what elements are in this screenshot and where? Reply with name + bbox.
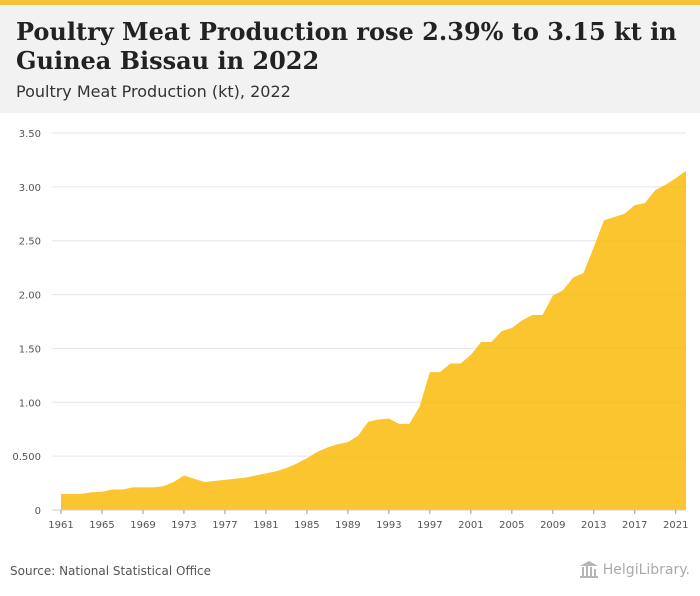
data-point [214,480,215,481]
area-chart: 0 0.500 1.00 1.50 2.00 2.50 3.00 3.50 1961 1965 19… [12,129,688,531]
data-point [409,423,410,424]
x-tick-label: 1981 [253,520,278,531]
data-point [286,467,287,468]
x-tick-label: 2013 [581,520,606,531]
x-tick-label: 2017 [622,520,647,531]
data-point [665,184,666,185]
data-point [388,418,389,419]
data-point [235,478,236,479]
data-point [532,315,533,316]
x-tick-label: 2021 [663,520,688,531]
data-point [440,372,441,373]
data-point [71,493,72,494]
brand-name: HelgiLibrary. [602,562,690,578]
data-point [552,295,553,296]
data-point [337,444,338,445]
data-point [358,435,359,436]
data-point [419,406,420,407]
series-area [61,170,686,510]
data-point [450,363,451,364]
x-tick-label: 2001 [458,520,483,531]
brand-logo[interactable]: HelgiLibrary. [579,560,690,580]
footer: Source: National Statistical Office Helg… [0,548,700,596]
data-point [317,451,318,452]
x-tick-label: 1989 [335,520,360,531]
data-point [276,471,277,472]
library-columns-icon [579,561,598,578]
data-point [183,475,184,476]
data-point [542,315,543,316]
data-point [429,372,430,373]
chart-title: Poultry Meat Production rose 2.39% to 3.… [16,17,677,75]
y-tick-label: 0.500 [12,452,41,463]
data-point [675,178,676,179]
x-tick-label: 1993 [376,520,401,531]
data-point [224,479,225,480]
x-tick-label: 1973 [171,520,196,531]
data-point [593,247,594,248]
data-point [604,220,605,221]
data-point [296,463,297,464]
y-tick-label: 2.50 [19,237,41,248]
data-point [583,273,584,274]
y-tick-label: 1.50 [19,344,41,355]
data-point [173,481,174,482]
chart-subtitle: Poultry Meat Production (kt), 2022 [16,82,291,101]
data-point [491,341,492,342]
data-point [245,477,246,478]
data-point [91,492,92,493]
source-note: Source: National Statistical Office [10,564,212,578]
x-tick-label: 1985 [294,520,319,531]
y-tick-label: 3.00 [19,183,41,194]
data-point [112,489,113,490]
data-point [265,473,266,474]
x-tick-label: 1977 [212,520,237,531]
data-point [460,363,461,364]
chart-area: 0 0.500 1.00 1.50 2.00 2.50 3.00 3.50 1961 1965 19… [0,113,700,543]
data-point [255,475,256,476]
x-tick-label: 1997 [417,520,442,531]
data-point [347,442,348,443]
data-point [122,489,123,490]
data-point [522,320,523,321]
top-accent-rule [0,0,700,5]
data-point [81,493,82,494]
data-point [624,213,625,214]
data-point [368,421,369,422]
data-point [61,493,62,494]
data-point [634,205,635,206]
data-point [194,478,195,479]
data-point [655,190,656,191]
data-point [501,331,502,332]
x-tick-label: 1969 [130,520,155,531]
data-point [132,487,133,488]
data-point [470,354,471,355]
data-point [573,277,574,278]
x-tick-label: 2009 [540,520,565,531]
data-point [686,170,687,171]
data-point [481,341,482,342]
data-point [306,458,307,459]
y-tick-label: 3.50 [19,129,41,140]
data-point [563,290,564,291]
y-tick-label: 2.00 [19,291,41,302]
x-tick-label: 2005 [499,520,524,531]
data-point [614,217,615,218]
data-point [399,423,400,424]
y-tick-label: 0 [35,506,41,517]
data-point [153,487,154,488]
data-point [645,203,646,204]
data-point [101,491,102,492]
x-tick-label: 1965 [89,520,114,531]
data-point [204,481,205,482]
x-tick-label: 1961 [48,520,73,531]
data-point [327,447,328,448]
y-tick-label: 1.00 [19,398,41,409]
data-point [378,419,379,420]
chart-header: Poultry Meat Production rose 2.39% to 3.… [0,5,700,113]
data-point [142,487,143,488]
data-point [163,486,164,487]
data-point [511,327,512,328]
